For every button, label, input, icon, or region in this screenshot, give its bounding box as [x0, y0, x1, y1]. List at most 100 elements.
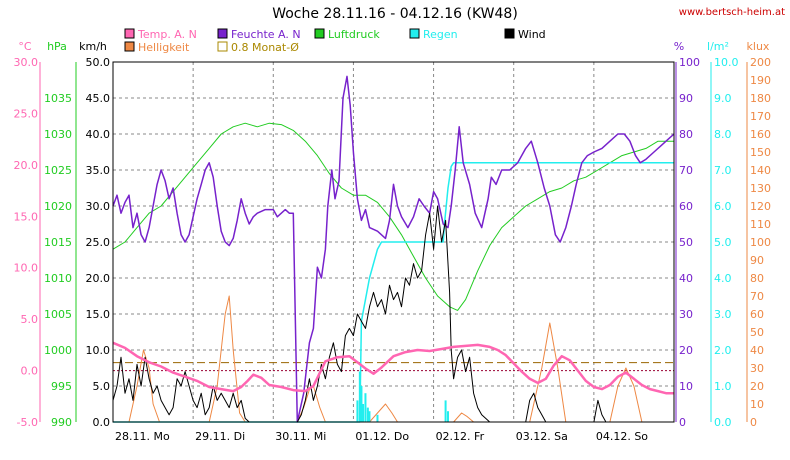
axis-regen-tick: 6.0 — [714, 200, 732, 213]
axis-helligkeit-tick: 0 — [750, 416, 757, 429]
legend-swatch-wind — [504, 28, 515, 39]
axis-luftdruck-tick: 995 — [51, 380, 72, 393]
legend-swatch-temp — [124, 28, 135, 39]
rain-bar — [360, 386, 363, 422]
axis-luftdruck-tick: 990 — [51, 416, 72, 429]
axis-helligkeit-unit: klux — [747, 40, 770, 53]
axis-feuchte-tick: 80 — [679, 128, 693, 141]
axis-helligkeit-tick: 190 — [750, 74, 771, 87]
axis-temp-tick: 15.0 — [14, 210, 39, 223]
legend-label-luftdruck: Luftdruck — [328, 28, 380, 41]
axis-feuchte-tick: 30 — [679, 308, 693, 321]
series-feuchte — [112, 75, 675, 423]
axis-helligkeit-tick: 30 — [750, 362, 764, 375]
legend-swatch-monat — [217, 41, 228, 52]
legend-label-helligkeit: Helligkeit — [138, 41, 190, 54]
axis-helligkeit-tick: 160 — [750, 128, 771, 141]
axis-temp-tick: 5.0 — [21, 313, 39, 326]
axis-luftdruck-tick: 1015 — [44, 236, 72, 249]
axis-regen-tick: 4.0 — [714, 272, 732, 285]
axis-regen-tick: 3.0 — [714, 308, 732, 321]
axis-helligkeit-tick: 60 — [750, 308, 764, 321]
axis-feuchte-tick: 90 — [679, 92, 693, 105]
axis-temp-tick: 20.0 — [14, 159, 39, 172]
rain-bar — [362, 404, 365, 422]
axis-temp-tick: 0.0 — [21, 365, 39, 378]
rain-bar — [356, 400, 359, 422]
axis-wind-tick: 25.0 — [86, 236, 111, 249]
axis-luftdruck-tick: 1020 — [44, 200, 72, 213]
axis-wind-tick: 10.0 — [86, 344, 111, 357]
rain-bar — [364, 393, 367, 422]
rain-bar — [368, 411, 371, 422]
axis-helligkeit-tick: 90 — [750, 254, 764, 267]
axis-regen-tick: 7.0 — [714, 164, 732, 177]
axis-temp-tick: 10.0 — [14, 262, 39, 275]
axis-wind-unit: km/h — [79, 40, 107, 53]
x-tick-label: 04.12. So — [596, 430, 648, 443]
legend-label-temp: Temp. A. N — [137, 28, 197, 41]
axis-luftdruck-tick: 1030 — [44, 128, 72, 141]
legend-swatch-regen — [409, 28, 420, 39]
axis-feuchte-tick: 70 — [679, 164, 693, 177]
axis-wind-tick: 45.0 — [86, 92, 111, 105]
axis-luftdruck-tick: 1010 — [44, 272, 72, 285]
chart-title: Woche 28.11.16 - 04.12.16 (KW48) — [272, 6, 518, 22]
axis-helligkeit-tick: 200 — [750, 56, 771, 69]
rain-bar — [444, 400, 447, 422]
legend-swatch-feuchte — [217, 28, 228, 39]
legend-label-wind: Wind — [518, 28, 546, 41]
legend-label-monat: 0.8 Monat-Ø — [231, 41, 299, 54]
series-luftdruck — [112, 122, 674, 311]
axis-wind-tick: 5.0 — [93, 380, 111, 393]
axis-regen-tick: 10.0 — [714, 56, 739, 69]
axis-luftdruck-tick: 1025 — [44, 164, 72, 177]
x-tick-label: 02.12. Fr — [436, 430, 485, 443]
legend-swatch-luftdruck — [314, 28, 325, 39]
legend-label-feuchte: Feuchte A. N — [231, 28, 301, 41]
axis-wind-tick: 35.0 — [86, 164, 111, 177]
axis-feuchte-tick: 10 — [679, 380, 693, 393]
axis-regen-tick: 5.0 — [714, 236, 732, 249]
axis-feuchte-tick: 40 — [679, 272, 693, 285]
axis-luftdruck-tick: 1000 — [44, 344, 72, 357]
axis-helligkeit-tick: 20 — [750, 380, 764, 393]
site-link[interactable]: www.bertsch-heim.at — [679, 7, 785, 18]
series-regen — [113, 162, 674, 423]
plot-frame — [112, 61, 675, 423]
axis-wind-tick: 30.0 — [86, 200, 111, 213]
axis-helligkeit-tick: 120 — [750, 200, 771, 213]
x-tick-label: 28.11. Mo — [115, 430, 170, 443]
axis-regen-tick: 2.0 — [714, 344, 732, 357]
axis-regen-tick: 0.0 — [714, 416, 732, 429]
axis-wind-tick: 0.0 — [93, 416, 111, 429]
rain-bar — [446, 411, 449, 422]
axis-wind-tick: 50.0 — [86, 56, 111, 69]
axis-helligkeit-tick: 10 — [750, 398, 764, 411]
axis-feuchte-tick: 100 — [679, 56, 700, 69]
x-tick-label: 03.12. Sa — [516, 430, 568, 443]
rain-bar — [376, 414, 379, 422]
axis-feuchte-tick: 20 — [679, 344, 693, 357]
axis-luftdruck-unit: hPa — [47, 40, 67, 53]
axis-luftdruck-tick: 1035 — [44, 92, 72, 105]
x-tick-label: 30.11. Mi — [275, 430, 326, 443]
axis-helligkeit-tick: 170 — [750, 110, 771, 123]
x-tick-label: 01.12. Do — [355, 430, 409, 443]
axis-wind-tick: 15.0 — [86, 308, 111, 321]
axis-luftdruck-tick: 1005 — [44, 308, 72, 321]
axis-helligkeit-tick: 50 — [750, 326, 764, 339]
legend-swatch-helligkeit — [124, 41, 135, 52]
axis-helligkeit-tick: 130 — [750, 182, 771, 195]
axis-temp-tick: -5.0 — [17, 416, 38, 429]
x-tick-label: 29.11. Di — [195, 430, 245, 443]
axis-helligkeit-tick: 70 — [750, 290, 764, 303]
axis-regen-tick: 1.0 — [714, 380, 732, 393]
axes: -5.0 0.0 5.0 10.0 15.0 20.0 25.0 30.0 °C 990 995 10… — [14, 40, 772, 443]
axis-temp-tick: 25.0 — [14, 107, 39, 120]
axis-helligkeit-tick: 40 — [750, 344, 764, 357]
axis-temp-tick: 30.0 — [14, 56, 39, 69]
axis-helligkeit-tick: 80 — [750, 272, 764, 285]
axis-wind-tick: 40.0 — [86, 128, 111, 141]
